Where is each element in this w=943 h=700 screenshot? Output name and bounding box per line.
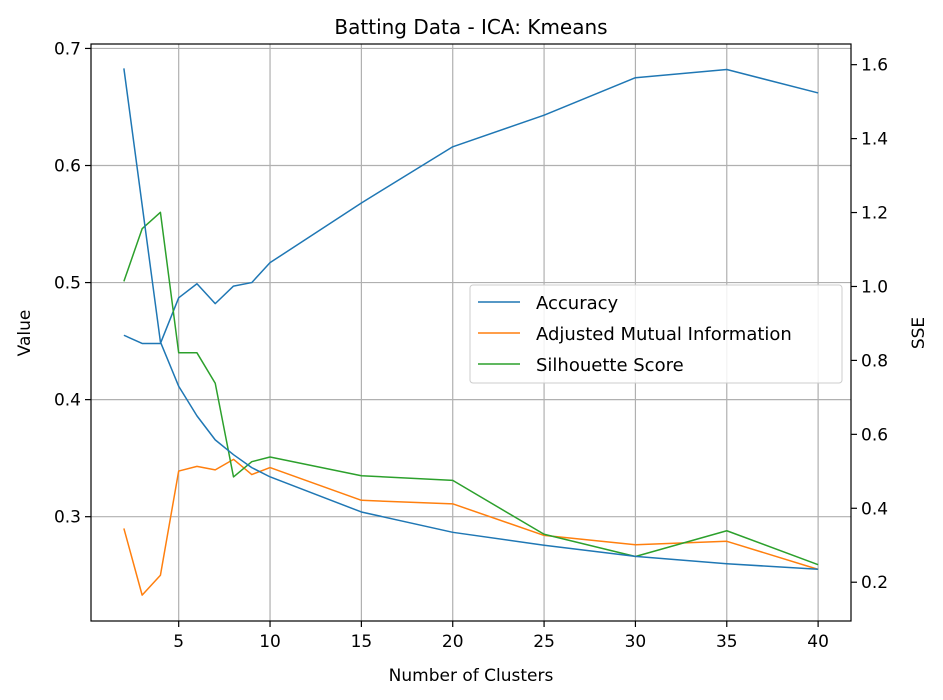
chart-title: Batting Data - ICA: Kmeans — [334, 15, 607, 39]
y2-tick-label: 1.6 — [861, 56, 888, 76]
y-tick-label: 0.4 — [54, 391, 81, 411]
x-axis-label: Number of Clusters — [389, 666, 554, 686]
x-tick-label: 30 — [625, 632, 647, 652]
x-tick-label: 25 — [533, 632, 555, 652]
y2-tick-label: 1.2 — [861, 204, 888, 224]
legend: Accuracy Adjusted Mutual Information Sil… — [469, 284, 843, 384]
y-axis-ticks: 0.3 0.4 0.5 0.6 0.7 — [54, 39, 91, 528]
legend-label-accuracy: Accuracy — [536, 293, 619, 314]
series-line-accuracy — [123, 68, 819, 345]
series-layer — [123, 68, 819, 596]
legend-box — [469, 284, 843, 384]
y2-tick-label: 0.2 — [861, 573, 888, 593]
y-axis-label: Value — [15, 310, 35, 357]
x-tick-label: 5 — [173, 632, 184, 652]
y2-tick-label: 0.6 — [861, 425, 888, 445]
series-line-adjusted-mutual-information — [123, 458, 819, 596]
y2-tick-label: 0.4 — [861, 499, 888, 519]
x-tick-label: 15 — [351, 632, 373, 652]
series-line-silhouette-score — [123, 211, 819, 566]
x-tick-label: 10 — [259, 632, 281, 652]
series-line-sse — [123, 68, 819, 571]
legend-label-ami: Adjusted Mutual Information — [536, 324, 792, 345]
y2-axis-label: SSE — [909, 317, 929, 349]
y-tick-label: 0.3 — [54, 508, 81, 528]
x-tick-label: 20 — [442, 632, 464, 652]
y-tick-label: 0.6 — [54, 157, 81, 177]
y-tick-label: 0.7 — [54, 39, 81, 59]
x-tick-label: 40 — [807, 632, 829, 652]
y2-tick-label: 1.0 — [861, 277, 888, 297]
legend-label-silhouette: Silhouette Score — [536, 355, 684, 376]
x-tick-label: 35 — [716, 632, 738, 652]
y-tick-label: 0.5 — [54, 274, 81, 294]
x-axis-ticks: 5 10 15 20 25 30 35 40 — [173, 621, 829, 652]
y2-axis-ticks: 0.2 0.4 0.6 0.8 1.0 1.2 1.4 1.6 — [851, 56, 888, 593]
plot-frame — [90, 43, 852, 622]
y2-tick-label: 1.4 — [861, 130, 888, 150]
y2-tick-label: 0.8 — [861, 351, 888, 371]
